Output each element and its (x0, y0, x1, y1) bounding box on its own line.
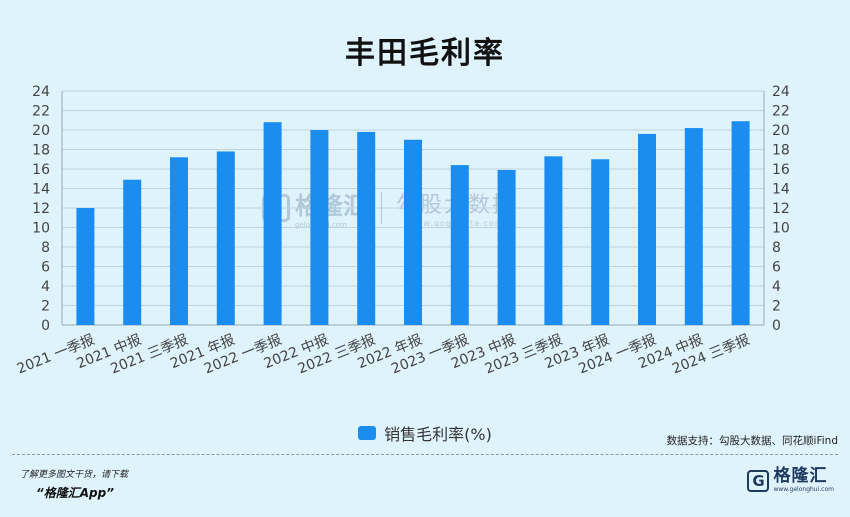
bar (731, 121, 750, 325)
y-tick-label-right: 24 (772, 84, 790, 100)
y-tick-label-left: 12 (32, 201, 50, 217)
y-tick-label-right: 10 (772, 221, 790, 237)
y-tick-label-right: 0 (772, 318, 781, 334)
footer-app-name: “格隆汇App” (36, 486, 114, 500)
y-tick-label-left: 16 (32, 162, 50, 178)
y-tick-label-left: 20 (32, 123, 50, 139)
y-tick-label-right: 8 (772, 240, 781, 256)
y-tick-label-left: 4 (41, 279, 50, 295)
bar (684, 128, 703, 325)
bar (123, 179, 142, 325)
y-tick-label-right: 6 (772, 260, 781, 276)
bar (76, 208, 95, 325)
footer-download-note: 了解更多图文干货，请下载 (20, 470, 129, 480)
y-tick-label-right: 22 (772, 104, 790, 120)
y-tick-label-left: 22 (32, 104, 50, 120)
y-tick-label-left: 24 (32, 84, 50, 100)
y-tick-label-right: 12 (772, 201, 790, 217)
y-tick-label-left: 2 (41, 299, 50, 315)
y-tick-label-right: 18 (772, 143, 790, 159)
legend-label: 销售毛利率(%) (384, 425, 492, 444)
y-tick-label-right: 2 (772, 299, 781, 315)
logo-domain: www.gelonghui.com (773, 486, 834, 493)
bar (170, 157, 188, 325)
legend[interactable]: 销售毛利率(%) (0, 421, 850, 445)
bar (638, 133, 656, 325)
y-tick-label-right: 4 (772, 279, 781, 295)
footer-divider (12, 454, 838, 455)
y-tick-label-left: 8 (41, 240, 50, 256)
y-tick-label-left: 10 (32, 221, 50, 237)
footer-logo: G 格隆汇 www.gelonghui.com (747, 468, 834, 493)
y-tick-label-right: 14 (772, 182, 790, 198)
bar (310, 130, 329, 325)
logo-g-icon: G (747, 469, 770, 492)
logo-name: 格隆汇 (773, 466, 828, 486)
y-tick-label-left: 6 (41, 260, 50, 276)
bar (497, 169, 516, 325)
y-tick-label-right: 20 (772, 123, 790, 139)
y-tick-label-left: 0 (41, 318, 50, 334)
bar (216, 151, 235, 325)
bar (450, 165, 469, 325)
legend-swatch (358, 426, 377, 440)
y-tick-label-right: 16 (772, 162, 790, 178)
source-note: 数据支持：勾股大数据、同花顺iFind (666, 435, 838, 447)
bar (357, 131, 376, 325)
bar (544, 156, 563, 325)
y-tick-label-left: 18 (32, 143, 50, 159)
bar (263, 122, 282, 325)
bar (404, 139, 422, 325)
chart-title: 丰田毛利率 (345, 36, 505, 71)
bar (591, 159, 610, 325)
y-tick-label-left: 14 (32, 182, 50, 198)
